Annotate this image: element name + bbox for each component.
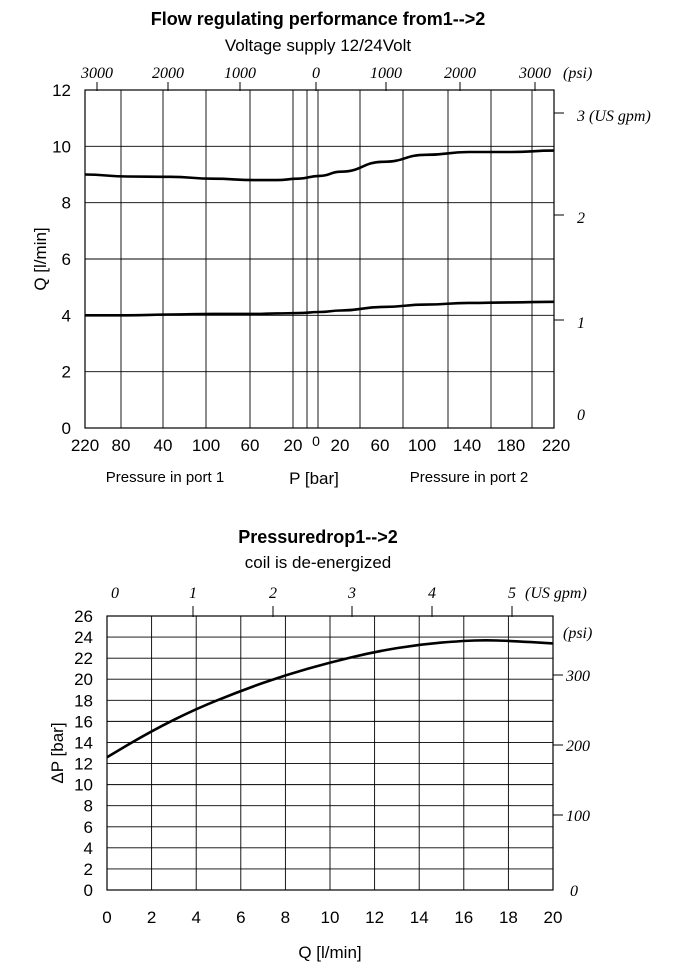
chart2-y-axis-label: ΔP [bar]: [48, 722, 67, 783]
chart1-x-tick-label: 100: [408, 436, 436, 455]
chart2-right-axis-unit: (psi): [563, 625, 592, 642]
chart2-right-tick-label: 0: [570, 883, 578, 900]
chart1-top-tick-label: 1000: [370, 65, 402, 82]
chart1-grid: [85, 90, 554, 428]
chart1-top-axis: 3000 2000 1000 0 1000 2000 3000: [80, 65, 551, 91]
chart2-x-tick-label: 14: [410, 908, 429, 927]
chart2-y-tick-label: 24: [74, 628, 93, 647]
chart2-top-tick-label: 0: [111, 585, 119, 602]
chart2-x-tick-labels: 0 2 4 6 8 10 12 14 16 18 20: [102, 908, 562, 927]
chart2-top-axis: 0 1 2 3 4 5: [111, 585, 516, 617]
chart2-y-tick-label: 20: [74, 670, 93, 689]
chart1-x-axis-label: P [bar]: [289, 469, 339, 488]
chart1-y-tick-label: 0: [62, 419, 71, 438]
chart2-subtitle: coil is de-energized: [245, 553, 391, 572]
chart1-y-tick-label: 6: [62, 250, 71, 269]
chart1-series-line-1: [84, 149, 555, 182]
chart1-x-tick-label: 220: [542, 436, 570, 455]
chart1-top-tick-label: 1000: [224, 65, 256, 82]
chart1-right-tick-label: 2: [577, 210, 585, 227]
chart1-top-tick-label: 3000: [80, 65, 113, 82]
chart2-y-tick-label: 10: [74, 776, 93, 795]
chart1-top-tick-label: 3000: [518, 65, 551, 82]
chart1-x-tick-label: 100: [192, 436, 220, 455]
chart1-x-tick-label: 20: [284, 436, 303, 455]
chart1-x-tick-label: 40: [154, 436, 173, 455]
chart2-right-tick-label: 200: [566, 738, 590, 755]
chart2-x-tick-label: 0: [102, 908, 111, 927]
chart1-right-tick-label: 1: [577, 315, 585, 332]
chart1-title: Flow regulating performance from1-->2: [151, 9, 486, 29]
chart1-series-line-2: [85, 300, 555, 317]
chart2-x-tick-label: 16: [454, 908, 473, 927]
chart1-y-tick-label: 4: [62, 306, 71, 325]
chart2-x-tick-label: 12: [365, 908, 384, 927]
chart1-x-tick-label: 0: [312, 433, 320, 449]
chart1-y-tick-label: 2: [62, 363, 71, 382]
chart2-top-tick-label: 2: [269, 585, 277, 602]
chart2-x-tick-label: 10: [321, 908, 340, 927]
chart2-right-tick-label: 100: [566, 808, 590, 825]
chart1-right-tick-label: 0: [577, 407, 585, 424]
chart1-x-label-left: Pressure in port 1: [106, 469, 224, 486]
chart2-y-tick-label: 2: [84, 860, 93, 879]
chart-flow-regulating: Flow regulating performance from1-->2 Vo…: [31, 9, 651, 488]
chart-pressure-drop: Pressuredrop1-->2 coil is de-energized 0…: [48, 527, 592, 962]
chart2-right-axis: 0 100 200 300: [553, 668, 590, 900]
chart1-top-axis-unit: (psi): [563, 65, 592, 82]
chart2-top-tick-label: 5: [508, 585, 516, 602]
chart1-top-tick-label: 2000: [444, 65, 476, 82]
chart1-x-tick-label: 80: [112, 436, 131, 455]
chart2-y-tick-label: 26: [74, 607, 93, 626]
chart1-x-tick-label: 20: [331, 436, 350, 455]
chart1-top-tick-label: 2000: [152, 65, 184, 82]
chart2-title: Pressuredrop1-->2: [238, 527, 398, 547]
chart1-x-tick-label: 140: [453, 436, 481, 455]
chart2-y-tick-label: 4: [84, 839, 93, 858]
chart2-y-tick-label: 14: [74, 733, 93, 752]
chart1-x-tick-label: 220: [71, 436, 99, 455]
chart1-x-tick-label: 60: [371, 436, 390, 455]
chart2-x-tick-label: 20: [544, 908, 563, 927]
chart1-y-tick-label: 12: [52, 81, 71, 100]
chart2-grid: [107, 616, 553, 890]
chart1-top-tick-label: 0: [312, 65, 320, 82]
chart2-top-tick-label: 1: [189, 585, 197, 602]
chart2-x-tick-label: 8: [281, 908, 290, 927]
chart1-x-tick-label: 180: [497, 436, 525, 455]
chart1-x-tick-label: 60: [241, 436, 260, 455]
chart1-y-tick-label: 8: [62, 194, 71, 213]
chart2-y-tick-label: 12: [74, 755, 93, 774]
chart2-x-axis-label: Q [l/min]: [298, 943, 361, 962]
chart1-series: [84, 149, 555, 317]
chart2-x-tick-label: 6: [236, 908, 245, 927]
chart2-y-tick-label: 0: [84, 881, 93, 900]
chart2-top-tick-label: 3: [347, 585, 356, 602]
chart1-x-label-right: Pressure in port 2: [410, 469, 528, 486]
chart2-top-axis-unit: (US gpm): [525, 585, 587, 602]
chart1-y-tick-label: 10: [52, 137, 71, 156]
chart1-y-axis-label: Q [l/min]: [31, 227, 50, 290]
chart2-series: [106, 639, 554, 759]
chart2-x-tick-label: 18: [499, 908, 518, 927]
chart2-right-tick-label: 300: [565, 668, 590, 685]
chart1-right-axis: 0 1 2 3 (US gpm): [554, 108, 651, 424]
chart2-series-line-1: [106, 639, 554, 759]
chart1-y-tick-labels: 0 2 4 6 8 10 12: [52, 81, 71, 438]
chart1-x-tick-labels: 220 80 40 100 60 20 0 20 60 100 140 180 220: [71, 433, 570, 455]
chart2-x-tick-label: 4: [191, 908, 200, 927]
chart1-plot-frame: [84, 89, 555, 429]
chart2-y-tick-label: 22: [74, 649, 93, 668]
chart1-right-tick-label: 3 (US gpm): [576, 108, 651, 125]
chart2-y-tick-label: 8: [84, 797, 93, 816]
chart2-x-tick-label: 2: [147, 908, 156, 927]
chart2-y-tick-label: 16: [74, 712, 93, 731]
chart2-top-tick-label: 4: [428, 585, 436, 602]
chart1-subtitle: Voltage supply 12/24Volt: [225, 36, 411, 55]
chart2-y-tick-label: 6: [84, 818, 93, 837]
chart2-y-tick-label: 18: [74, 691, 93, 710]
chart2-plot-frame: [106, 615, 554, 891]
